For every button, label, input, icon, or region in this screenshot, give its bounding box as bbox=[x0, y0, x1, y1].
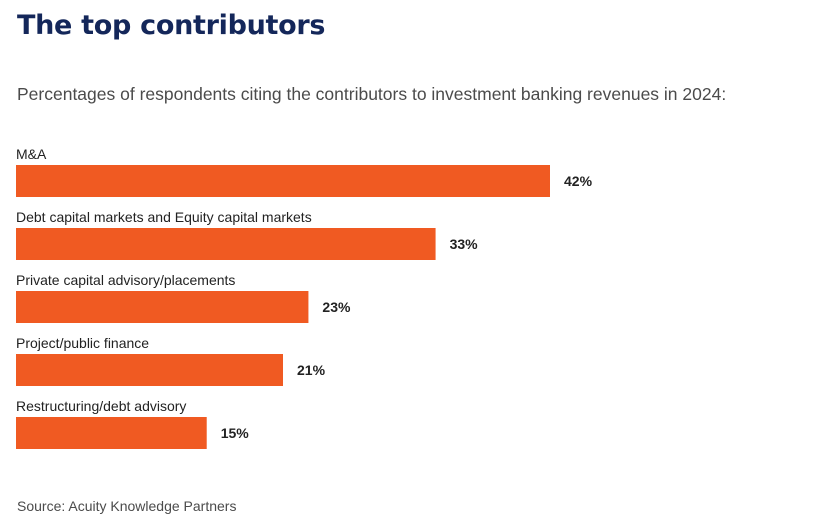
category-label: Project/public finance bbox=[16, 335, 149, 351]
bar bbox=[16, 228, 436, 260]
bar bbox=[16, 354, 283, 386]
value-label: 21% bbox=[297, 362, 326, 378]
category-label: Private capital advisory/placements bbox=[16, 272, 235, 288]
bar bbox=[16, 165, 550, 197]
value-label: 42% bbox=[564, 173, 593, 189]
chart-subtitle: Percentages of respondents citing the co… bbox=[17, 84, 727, 104]
bar bbox=[16, 291, 309, 323]
source-note: Source: Acuity Knowledge Partners bbox=[17, 498, 237, 514]
category-label: M&A bbox=[16, 146, 47, 162]
category-label: Restructuring/debt advisory bbox=[16, 398, 186, 414]
value-label: 33% bbox=[450, 236, 479, 252]
bar bbox=[16, 417, 207, 449]
value-label: 15% bbox=[221, 425, 250, 441]
chart-title: The top contributors bbox=[17, 10, 326, 41]
value-label: 23% bbox=[322, 299, 351, 315]
category-label: Debt capital markets and Equity capital … bbox=[16, 209, 312, 225]
